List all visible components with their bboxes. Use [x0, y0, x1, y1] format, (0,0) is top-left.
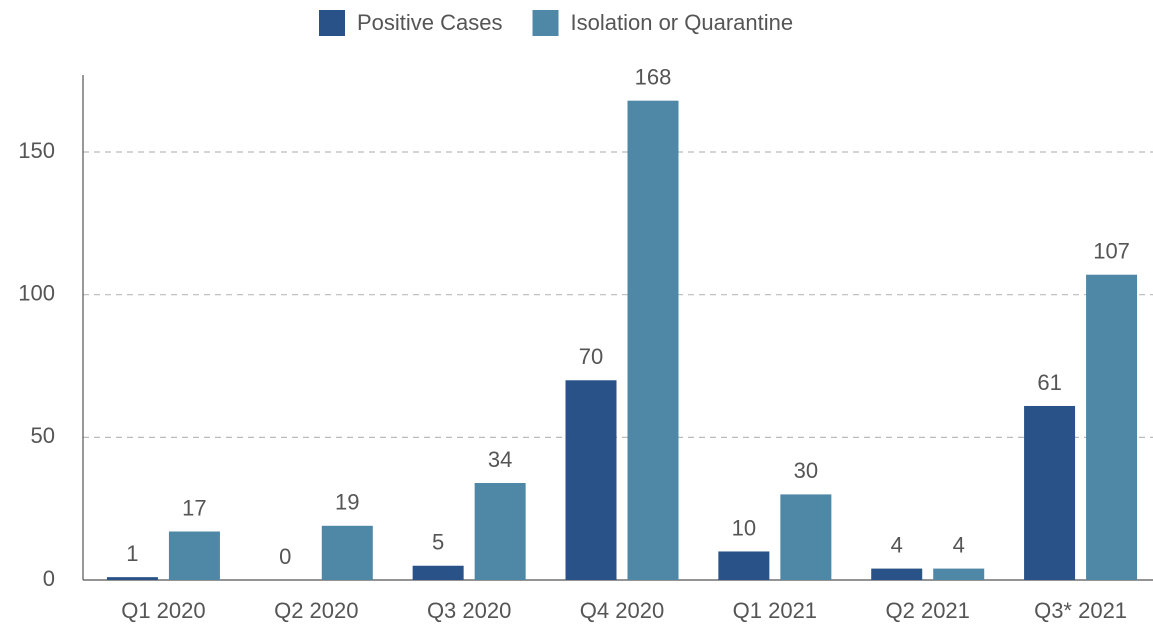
bar — [412, 565, 464, 580]
bar — [321, 525, 373, 580]
bar — [627, 100, 679, 580]
data-label: 4 — [953, 532, 965, 557]
bar — [168, 531, 220, 580]
y-tick-label: 100 — [18, 281, 55, 306]
y-tick-label: 0 — [43, 566, 55, 591]
x-tick-label: Q2 2020 — [274, 598, 358, 623]
x-tick-label: Q4 2020 — [580, 598, 664, 623]
bar — [933, 568, 985, 580]
data-label: 4 — [891, 532, 903, 557]
data-label: 168 — [635, 64, 672, 89]
x-tick-label: Q1 2020 — [121, 598, 205, 623]
y-tick-label: 50 — [31, 423, 55, 448]
bar — [474, 482, 526, 580]
data-label: 70 — [579, 344, 603, 369]
data-label: 30 — [794, 458, 818, 483]
y-tick-label: 150 — [18, 138, 55, 163]
data-label: 17 — [182, 495, 206, 520]
data-label: 0 — [279, 544, 291, 569]
legend-swatch — [532, 10, 559, 36]
data-label: 107 — [1093, 239, 1130, 264]
x-tick-label: Q3* 2021 — [1034, 598, 1127, 623]
bar — [1024, 405, 1076, 580]
bar — [780, 494, 832, 580]
x-tick-label: Q1 2021 — [733, 598, 817, 623]
legend-label: Positive Cases — [357, 10, 503, 35]
data-label: 1 — [126, 541, 138, 566]
data-label: 10 — [732, 515, 756, 540]
legend-label: Isolation or Quarantine — [571, 10, 794, 35]
x-tick-label: Q2 2021 — [886, 598, 970, 623]
x-tick-label: Q3 2020 — [427, 598, 511, 623]
data-label: 34 — [488, 447, 512, 472]
bar — [106, 577, 158, 580]
bar — [871, 568, 923, 580]
bar — [1086, 274, 1138, 580]
bar — [565, 380, 617, 580]
data-label: 19 — [335, 490, 359, 515]
bar — [718, 551, 770, 580]
legend-swatch — [319, 10, 345, 36]
data-label: 5 — [432, 530, 444, 555]
data-label: 61 — [1037, 370, 1061, 395]
